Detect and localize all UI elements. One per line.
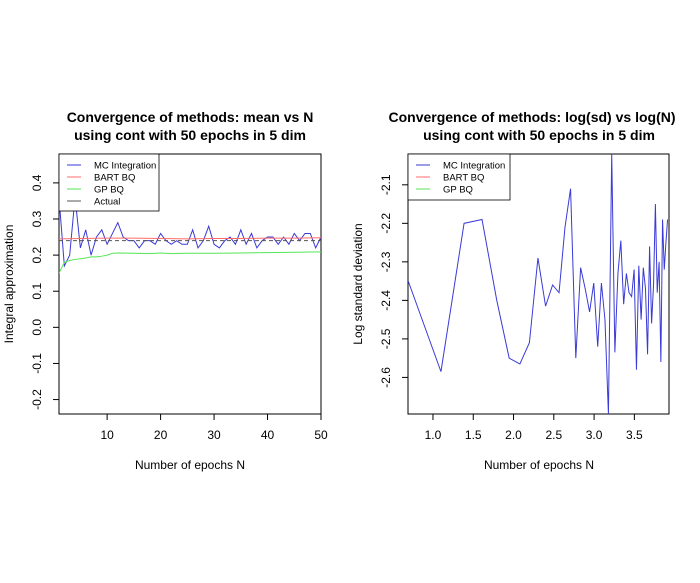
right-y-tick-label: -2.4	[379, 290, 393, 311]
right-series-group	[408, 154, 669, 414]
left-y-tick-label: -0.2	[30, 389, 44, 410]
left-x-tick-label: 30	[207, 428, 221, 442]
left-x-tick-label: 20	[154, 428, 168, 442]
right-y-axis: -2.6 -2.5 -2.4 -2.3 -2.2 -2.1	[379, 174, 408, 388]
left-series-group	[59, 197, 321, 274]
left-y-tick-label: 0.0	[30, 319, 44, 336]
left-legend-label-actual: Actual	[94, 197, 120, 208]
right-x-tick-label: 2.5	[545, 428, 562, 442]
right-x-tick-label: 1.0	[425, 428, 442, 442]
left-legend: MC Integration BART BQ GP BQ Actual	[58, 153, 160, 212]
right-y-tick-label: -2.5	[379, 328, 393, 349]
left-series-line-mc-integration	[59, 197, 321, 268]
right-x-tick-label: 3.5	[626, 428, 643, 442]
right-x-tick-label: 3.0	[586, 428, 603, 442]
right-legend-label-mc: MC Integration	[443, 161, 505, 172]
left-y-axis-label: Integral approximation	[2, 225, 16, 344]
right-series-line-mc-integration	[408, 154, 669, 414]
left-x-tick-label: 50	[314, 428, 328, 442]
left-y-tick-label: 0.4	[30, 174, 44, 191]
left-legend-label-mc: MC Integration	[94, 161, 156, 172]
right-legend: MC Integration BART BQ GP BQ	[407, 153, 511, 201]
chart-right: Convergence of methods: log(sd) vs log(N…	[351, 109, 676, 472]
left-y-tick-label: 0.1	[30, 283, 44, 300]
right-x-axis: 1.0 1.5 2.0 2.5 3.0 3.5	[425, 414, 643, 442]
left-legend-label-bart: BART BQ	[94, 173, 135, 184]
left-x-axis-label: Number of epochs N	[135, 458, 245, 472]
left-series-line-gp-bq	[59, 251, 321, 274]
right-y-tick-label: -2.1	[379, 174, 393, 195]
right-title-line2: using cont with 50 epochs in 5 dim	[423, 127, 655, 143]
right-x-tick-label: 1.5	[465, 428, 482, 442]
left-plot-frame	[58, 153, 322, 415]
left-y-tick-label: 0.3	[30, 210, 44, 227]
left-y-tick-label: 0.2	[30, 246, 44, 263]
right-y-tick-label: -2.6	[379, 367, 393, 388]
right-x-tick-label: 2.0	[505, 428, 522, 442]
left-x-tick-label: 40	[261, 428, 275, 442]
right-legend-label-bart: BART BQ	[443, 173, 484, 184]
left-x-axis: 10 20 30 40 50	[100, 414, 328, 442]
right-y-tick-label: -2.2	[379, 213, 393, 234]
chart-left: Convergence of methods: mean vs N using …	[2, 109, 328, 472]
left-series-line-bart-bq	[59, 237, 321, 240]
right-y-axis-label: Log standard deviation	[351, 223, 365, 344]
right-title-line1: Convergence of methods: log(sd) vs log(N…	[388, 109, 675, 125]
right-y-tick-label: -2.3	[379, 251, 393, 272]
left-title-line1: Convergence of methods: mean vs N	[67, 109, 314, 125]
right-x-axis-label: Number of epochs N	[484, 458, 594, 472]
left-y-axis: -0.2 -0.1 0.0 0.1 0.2 0.3 0.4	[30, 174, 59, 410]
left-title-line2: using cont with 50 epochs in 5 dim	[74, 127, 306, 143]
left-x-tick-label: 10	[100, 428, 114, 442]
right-plot-frame	[407, 153, 670, 415]
left-y-tick-label: -0.1	[30, 353, 44, 374]
right-legend-label-gp: GP BQ	[443, 185, 473, 196]
left-legend-label-gp: GP BQ	[94, 185, 124, 196]
